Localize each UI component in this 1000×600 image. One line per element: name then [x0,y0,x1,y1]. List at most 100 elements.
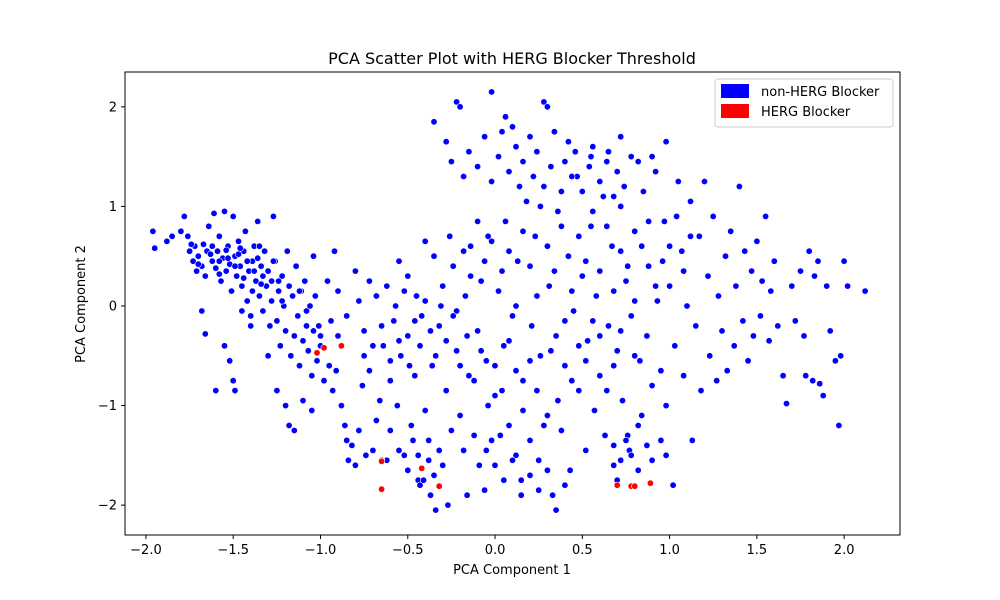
data-point [299,337,307,345]
data-point [198,307,206,315]
data-point [208,257,216,265]
data-point [805,247,813,255]
data-point [718,327,726,335]
y-axis-label: PCA Component 2 [74,245,89,363]
x-tick-label: −1.0 [305,543,337,558]
data-point [407,421,415,429]
data-point [498,387,506,395]
data-point [508,456,516,464]
data-point [437,302,445,310]
x-axis: −2.0 −1.5 −1.0 −0.5 0.0 0.5 1.0 1.5 2.0 [130,535,854,558]
data-point [603,387,611,395]
data-point [379,342,387,350]
data-point [610,287,618,295]
data-point [498,128,506,136]
data-point [554,207,562,215]
data-point [552,506,560,514]
data-point [533,148,541,156]
data-point [229,212,237,220]
data-point [316,332,324,340]
data-point [428,362,436,370]
chart-title: PCA Scatter Plot with HERG Blocker Thres… [328,49,696,68]
data-point [453,98,461,106]
data-point [564,252,572,260]
data-point [201,330,209,338]
series-herg-blocker [313,342,654,493]
data-point [477,277,485,285]
data-point [365,277,373,285]
data-point [584,337,592,345]
data-point [505,247,513,255]
data-point [386,377,394,385]
data-point [861,287,869,295]
data-point [488,237,496,245]
data-point [526,471,534,479]
data-point [238,282,246,290]
data-point [515,183,523,191]
data-point [378,457,386,465]
x-tick-label: 0.5 [572,543,593,558]
data-point [519,377,527,385]
data-point [320,377,328,385]
data-point [610,362,618,370]
data-point [604,148,612,156]
data-point [355,297,363,305]
data-point [550,128,558,136]
data-point [453,307,461,315]
data-point [252,277,260,285]
data-point [762,212,770,220]
data-point [484,402,492,410]
data-point [467,242,475,250]
data-point [723,367,731,375]
data-point [622,277,630,285]
data-point [393,402,401,410]
data-point [285,421,293,429]
data-point [596,332,604,340]
data-point [788,282,796,290]
data-point [463,491,471,499]
data-point [149,227,157,235]
data-point [652,168,660,176]
data-point [608,242,616,250]
data-point [295,287,303,295]
data-point [645,217,653,225]
data-point [383,282,391,290]
data-point [657,367,665,375]
data-point [645,262,653,270]
data-point [355,426,363,434]
data-point [519,227,527,235]
data-point [482,357,490,365]
data-point [831,357,839,365]
data-point [800,332,808,340]
data-point [205,222,213,230]
x-tick-label: 1.5 [747,543,768,558]
data-point [496,431,504,439]
data-point [214,247,222,255]
data-point [430,118,438,126]
data-point [344,456,352,464]
data-point [657,436,665,444]
data-point [275,277,283,285]
data-point [652,282,660,290]
data-point [557,188,565,196]
data-point [442,337,450,345]
data-point [589,317,597,325]
data-point [826,327,834,335]
data-point [547,347,555,355]
data-point [767,287,775,295]
data-point [491,461,499,469]
data-point [488,88,496,96]
data-point [405,362,413,370]
data-point [531,232,539,240]
data-point [660,217,668,225]
data-point [631,482,639,490]
data-point [508,123,516,131]
data-point [540,421,548,429]
data-point [727,227,735,235]
data-point [163,237,171,245]
data-point [290,426,298,434]
data-point [819,392,827,400]
data-point [686,197,694,205]
data-point [494,153,502,161]
data-point [617,327,625,335]
